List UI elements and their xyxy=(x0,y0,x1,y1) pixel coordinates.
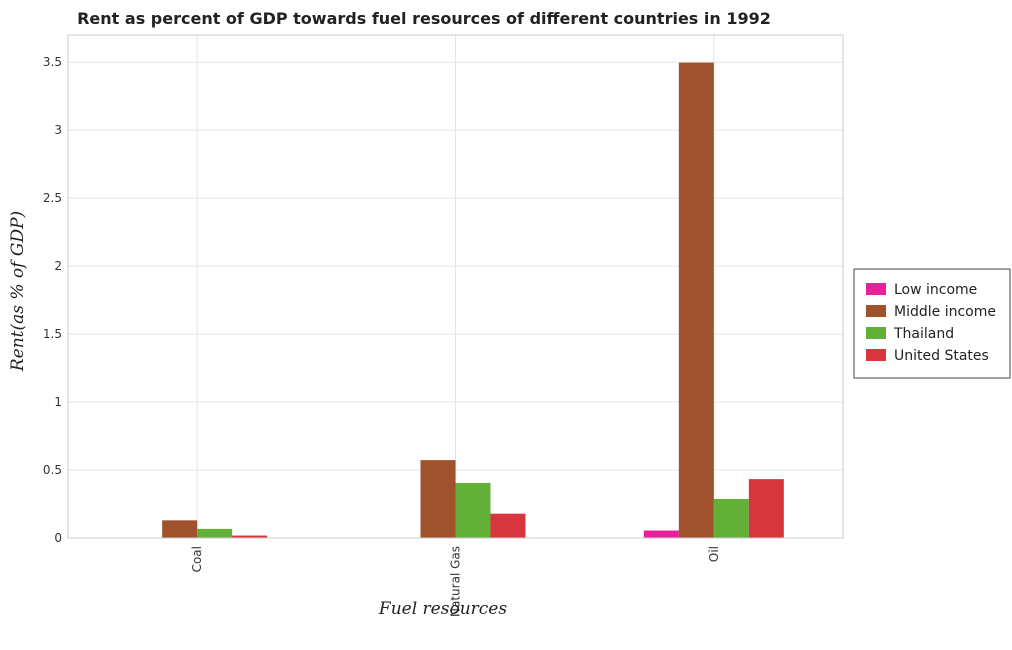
y-tick-labels: 0 0.5 1 1.5 2 2.5 3 3.5 xyxy=(43,55,62,545)
y-tick-label: 2 xyxy=(54,259,62,273)
legend: Low income Middle income Thailand United St… xyxy=(853,268,1011,379)
bar-thailand xyxy=(455,482,491,538)
y-tick-label: 3.5 xyxy=(43,55,62,69)
bar-middle-income xyxy=(420,460,456,538)
bar-low-income xyxy=(643,530,679,538)
legend-label: United States xyxy=(894,348,989,364)
y-tick-label: 1.5 xyxy=(43,327,62,341)
bar-thailand xyxy=(197,528,233,538)
x-axis-label: Fuel resources xyxy=(378,599,507,619)
legend-label: Low income xyxy=(894,282,977,298)
y-tick-label: 3 xyxy=(54,123,62,137)
y-tick-label: 0.5 xyxy=(43,463,62,477)
bars xyxy=(127,62,784,539)
bar-united-states xyxy=(748,479,784,538)
bar-thailand xyxy=(713,498,749,538)
plot-frame xyxy=(67,34,844,539)
x-tick-labels: Coal Natural Gas Oil xyxy=(190,546,721,617)
y-tick-label: 1 xyxy=(54,395,62,409)
legend-swatch xyxy=(866,327,886,339)
legend-label: Thailand xyxy=(893,326,954,342)
bar-middle-income xyxy=(678,62,714,539)
legend-swatch xyxy=(866,283,886,295)
chart-title: Rent as percent of GDP towards fuel reso… xyxy=(77,9,771,28)
legend-swatch xyxy=(866,349,886,361)
bar-united-states xyxy=(490,513,526,538)
y-tick-label: 2.5 xyxy=(43,191,62,205)
x-tick-label: Natural Gas xyxy=(449,546,463,617)
bar-united-states xyxy=(232,535,268,538)
x-tick-label: Oil xyxy=(707,546,721,562)
bar-middle-income xyxy=(162,520,198,538)
y-tick-label: 0 xyxy=(54,531,62,545)
legend-label: Middle income xyxy=(894,304,996,320)
x-tick-label: Coal xyxy=(190,546,204,572)
legend-swatch xyxy=(866,305,886,317)
y-axis-label: Rent(as % of GDP) xyxy=(8,211,28,372)
